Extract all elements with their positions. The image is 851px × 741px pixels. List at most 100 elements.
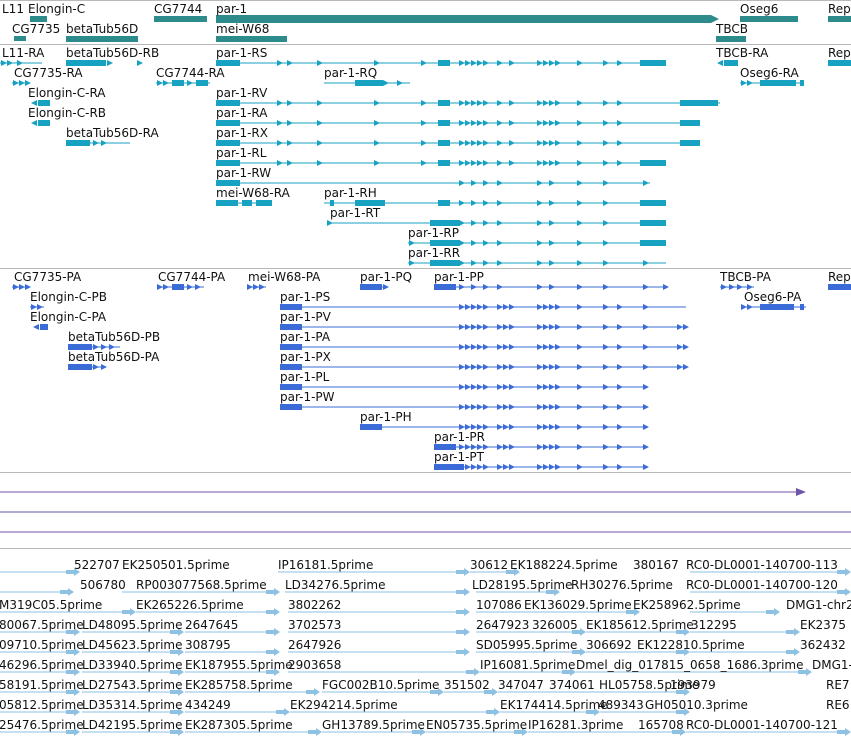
est-arrow[interactable] xyxy=(684,688,690,696)
strand-arrow[interactable] xyxy=(549,464,555,470)
exon-block[interactable] xyxy=(280,404,302,410)
strand-arrow[interactable] xyxy=(477,364,483,370)
strand-arrow[interactable] xyxy=(157,284,163,290)
strand-arrow[interactable] xyxy=(577,464,583,470)
strand-arrow[interactable] xyxy=(471,120,477,126)
exon-block[interactable] xyxy=(14,36,26,41)
exon-block[interactable] xyxy=(360,424,382,430)
exon-block[interactable] xyxy=(716,36,746,42)
est-label[interactable]: 522707 xyxy=(74,558,120,572)
strand-arrow[interactable] xyxy=(537,304,543,310)
est-label[interactable]: DMG1- xyxy=(812,658,851,672)
exon-block[interactable] xyxy=(154,16,207,22)
strand-arrow[interactable] xyxy=(643,284,649,290)
exon-block[interactable] xyxy=(438,60,450,66)
strand-arrow[interactable] xyxy=(549,404,555,410)
strand-arrow[interactable] xyxy=(497,60,503,66)
strand-arrow[interactable] xyxy=(537,180,543,186)
transcript-label[interactable]: betaTub56D-RA xyxy=(66,126,159,140)
strand-arrow[interactable] xyxy=(107,60,113,66)
protein-label[interactable]: par-1-PQ xyxy=(360,270,413,284)
exon-block[interactable] xyxy=(306,690,314,694)
est-label[interactable]: GH13789.5prime xyxy=(322,718,425,732)
strand-arrow[interactable] xyxy=(503,384,509,390)
strand-arrow[interactable] xyxy=(459,384,465,390)
strand-arrow[interactable] xyxy=(477,344,483,350)
exon-block[interactable] xyxy=(266,650,274,654)
exon-block[interactable] xyxy=(66,670,74,674)
exon-block[interactable] xyxy=(216,36,287,42)
strand-arrow[interactable] xyxy=(503,464,509,470)
strand-arrow[interactable] xyxy=(543,324,549,330)
strand-arrow[interactable] xyxy=(509,444,515,450)
strand-arrow[interactable] xyxy=(509,364,515,370)
est-label[interactable]: RP003077568.5prime xyxy=(136,578,267,592)
strand-arrow[interactable] xyxy=(421,140,427,146)
exon-block[interactable] xyxy=(828,16,851,22)
strand-arrow[interactable] xyxy=(549,444,555,450)
strand-arrow[interactable] xyxy=(471,160,477,166)
strand-arrow[interactable] xyxy=(683,344,689,350)
strand-arrow[interactable] xyxy=(483,60,489,66)
strand-arrow[interactable] xyxy=(663,284,669,290)
exon-block[interactable] xyxy=(676,690,684,694)
protein-label[interactable]: Elongin-C-PB xyxy=(30,290,107,304)
strand-arrow[interactable] xyxy=(603,200,609,206)
strand-arrow[interactable] xyxy=(643,444,649,450)
strand-arrow[interactable] xyxy=(317,160,323,166)
protein-label[interactable]: mei-W68-PA xyxy=(248,270,321,284)
strand-arrow[interactable] xyxy=(543,384,549,390)
exon-block[interactable] xyxy=(38,100,50,106)
exon-block[interactable] xyxy=(355,80,383,86)
est-label[interactable]: EK122810.5prime xyxy=(637,638,745,652)
strand-arrow[interactable] xyxy=(509,140,515,146)
strand-arrow[interactable] xyxy=(555,304,561,310)
strand-arrow[interactable] xyxy=(537,220,543,226)
strand-arrow[interactable] xyxy=(577,444,583,450)
strand-arrow[interactable] xyxy=(93,140,99,146)
strand-arrow[interactable] xyxy=(459,100,465,106)
strand-arrow[interactable] xyxy=(477,100,483,106)
transcript-label[interactable]: mei-W68-RA xyxy=(216,186,290,200)
strand-arrow[interactable] xyxy=(577,284,583,290)
est-label[interactable]: EK174414.5prime xyxy=(500,698,608,712)
est-label[interactable]: LD33940.5prime xyxy=(82,658,183,672)
strand-arrow[interactable] xyxy=(465,160,471,166)
est-arrow[interactable] xyxy=(178,648,184,656)
est-label[interactable]: 351502 xyxy=(444,678,490,692)
protein-label[interactable]: Rep xyxy=(828,270,851,284)
exon-block[interactable] xyxy=(430,220,460,226)
protein-label[interactable]: par-1-PW xyxy=(280,390,335,404)
est-arrow[interactable] xyxy=(284,708,290,716)
strand-arrow[interactable] xyxy=(603,304,609,310)
strand-arrow[interactable] xyxy=(555,160,561,166)
est-arrow[interactable] xyxy=(178,668,184,676)
transcript-label[interactable]: par-1-RT xyxy=(330,206,381,220)
est-label[interactable]: HL05758.5prime xyxy=(599,678,700,692)
strand-arrow[interactable] xyxy=(509,60,515,66)
exon-block[interactable] xyxy=(456,570,464,574)
est-label[interactable]: EK265226.5prime xyxy=(136,598,244,612)
strand-arrow[interactable] xyxy=(471,200,477,206)
exon-block[interactable] xyxy=(676,650,684,654)
est-label[interactable]: 347047 xyxy=(498,678,544,692)
exon-block[interactable] xyxy=(438,200,450,206)
est-label[interactable]: RE6 xyxy=(826,698,850,712)
exon-block[interactable] xyxy=(170,630,178,634)
est-label[interactable]: 2903658 xyxy=(288,658,342,672)
strand-arrow[interactable] xyxy=(483,444,489,450)
strand-arrow[interactable] xyxy=(643,180,649,186)
exon-block[interactable] xyxy=(434,464,464,470)
track-line-arrow[interactable] xyxy=(796,488,806,496)
strand-arrow[interactable] xyxy=(549,240,555,246)
est-label[interactable]: RH30276.5prime xyxy=(571,578,673,592)
est-label[interactable]: 306692 xyxy=(586,638,632,652)
strand-arrow[interactable] xyxy=(259,284,265,290)
est-arrow[interactable] xyxy=(74,728,80,736)
strand-arrow[interactable] xyxy=(577,200,583,206)
protein-label[interactable]: par-1-PA xyxy=(280,330,331,344)
est-arrow[interactable] xyxy=(274,668,280,676)
strand-arrow[interactable] xyxy=(465,464,471,470)
strand-arrow[interactable] xyxy=(459,160,465,166)
strand-arrow[interactable] xyxy=(577,304,583,310)
